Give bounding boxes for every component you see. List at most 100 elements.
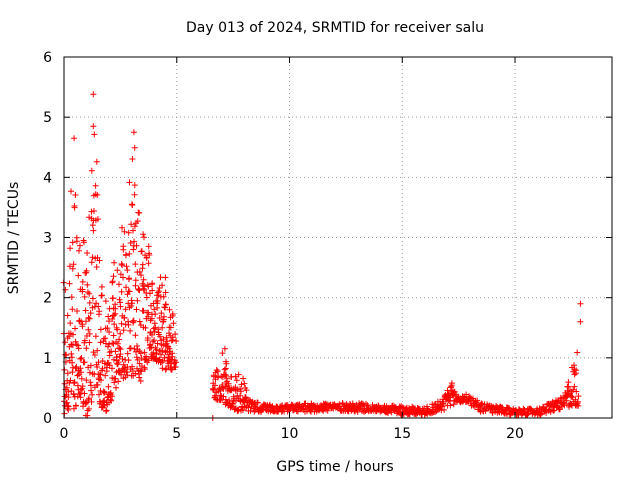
data-point: [127, 240, 134, 246]
data-point: [132, 332, 139, 339]
data-point: [137, 367, 144, 374]
data-point: [132, 277, 139, 284]
data-point: [95, 303, 102, 310]
data-point: [345, 408, 352, 415]
data-point: [169, 334, 176, 341]
data-point: [79, 286, 86, 293]
data-point: [94, 216, 101, 223]
data-point: [78, 375, 85, 382]
data-point: [77, 355, 84, 362]
data-point: [136, 318, 143, 325]
data-point: [120, 327, 127, 334]
data-point: [119, 224, 125, 231]
data-point: [133, 306, 140, 313]
data-point: [108, 397, 115, 404]
data-point: [111, 259, 118, 266]
data-point: [114, 326, 121, 333]
data-point: [131, 223, 138, 230]
data-point: [129, 202, 136, 208]
data-point: [145, 243, 152, 250]
data-point: [77, 242, 83, 249]
data-point: [573, 388, 580, 395]
data-point: [125, 357, 132, 364]
data-point: [169, 311, 176, 317]
data-point: [123, 263, 130, 270]
data-point: [105, 383, 112, 390]
data-point: [129, 300, 136, 307]
data-point: [221, 366, 228, 373]
data-point: [88, 387, 95, 394]
data-point: [162, 366, 169, 373]
data-point: [160, 316, 167, 323]
data-point: [110, 273, 117, 280]
data-point: [145, 309, 152, 316]
data-point: [114, 267, 121, 274]
data-point: [149, 287, 156, 294]
data-point: [424, 403, 431, 410]
data-point: [90, 91, 97, 98]
data-point: [134, 343, 140, 349]
data-point: [124, 372, 131, 379]
data-point: [144, 337, 151, 344]
data-point: [127, 327, 134, 334]
data-point: [82, 307, 89, 314]
data-point: [115, 378, 122, 385]
data-point: [72, 325, 78, 332]
data-point: [125, 229, 132, 236]
data-point: [105, 343, 111, 350]
data-point: [131, 182, 138, 189]
data-point: [105, 313, 112, 320]
data-point: [86, 290, 93, 297]
data-point: [132, 261, 139, 268]
data-point: [121, 314, 128, 321]
data-point: [87, 382, 94, 389]
data-point: [166, 330, 172, 337]
data-point: [67, 377, 74, 384]
data-point: [94, 347, 101, 354]
data-point: [94, 381, 101, 388]
data-point: [97, 398, 104, 405]
data-point: [565, 379, 572, 386]
data-point: [120, 274, 126, 281]
data-point: [103, 408, 109, 415]
data-point: [447, 402, 454, 409]
data-point: [128, 297, 135, 304]
data-point: [220, 393, 227, 400]
data-point: [98, 377, 104, 384]
data-point: [76, 391, 83, 398]
data-point: [170, 320, 177, 327]
data-point: [118, 261, 125, 267]
data-point: [86, 369, 93, 376]
data-point: [213, 367, 220, 373]
data-point: [134, 218, 141, 225]
data-point: [166, 351, 173, 358]
data-point: [71, 380, 77, 387]
data-point: [102, 298, 109, 305]
data-point: [138, 248, 145, 255]
data-point: [151, 328, 158, 335]
data-point: [137, 350, 144, 357]
data-point: [68, 188, 74, 195]
data-point: [104, 325, 111, 332]
data-point: [91, 131, 98, 138]
data-point: [74, 342, 81, 349]
data-point: [140, 307, 147, 314]
data-point: [116, 336, 123, 343]
x-tick-label: 10: [281, 426, 299, 442]
data-point: [111, 379, 118, 386]
data-point: [89, 254, 96, 261]
data-point: [96, 308, 103, 315]
data-point: [86, 299, 93, 306]
data-point: [86, 214, 93, 221]
data-point: [90, 227, 97, 234]
data-point: [219, 350, 226, 357]
data-point: [70, 261, 77, 268]
data-point: [69, 306, 76, 313]
data-point: [71, 379, 78, 386]
x-tick-label: 5: [172, 426, 181, 442]
data-point: [116, 281, 122, 288]
data-point: [254, 399, 261, 406]
data-point: [86, 315, 93, 322]
data-point: [232, 373, 239, 380]
